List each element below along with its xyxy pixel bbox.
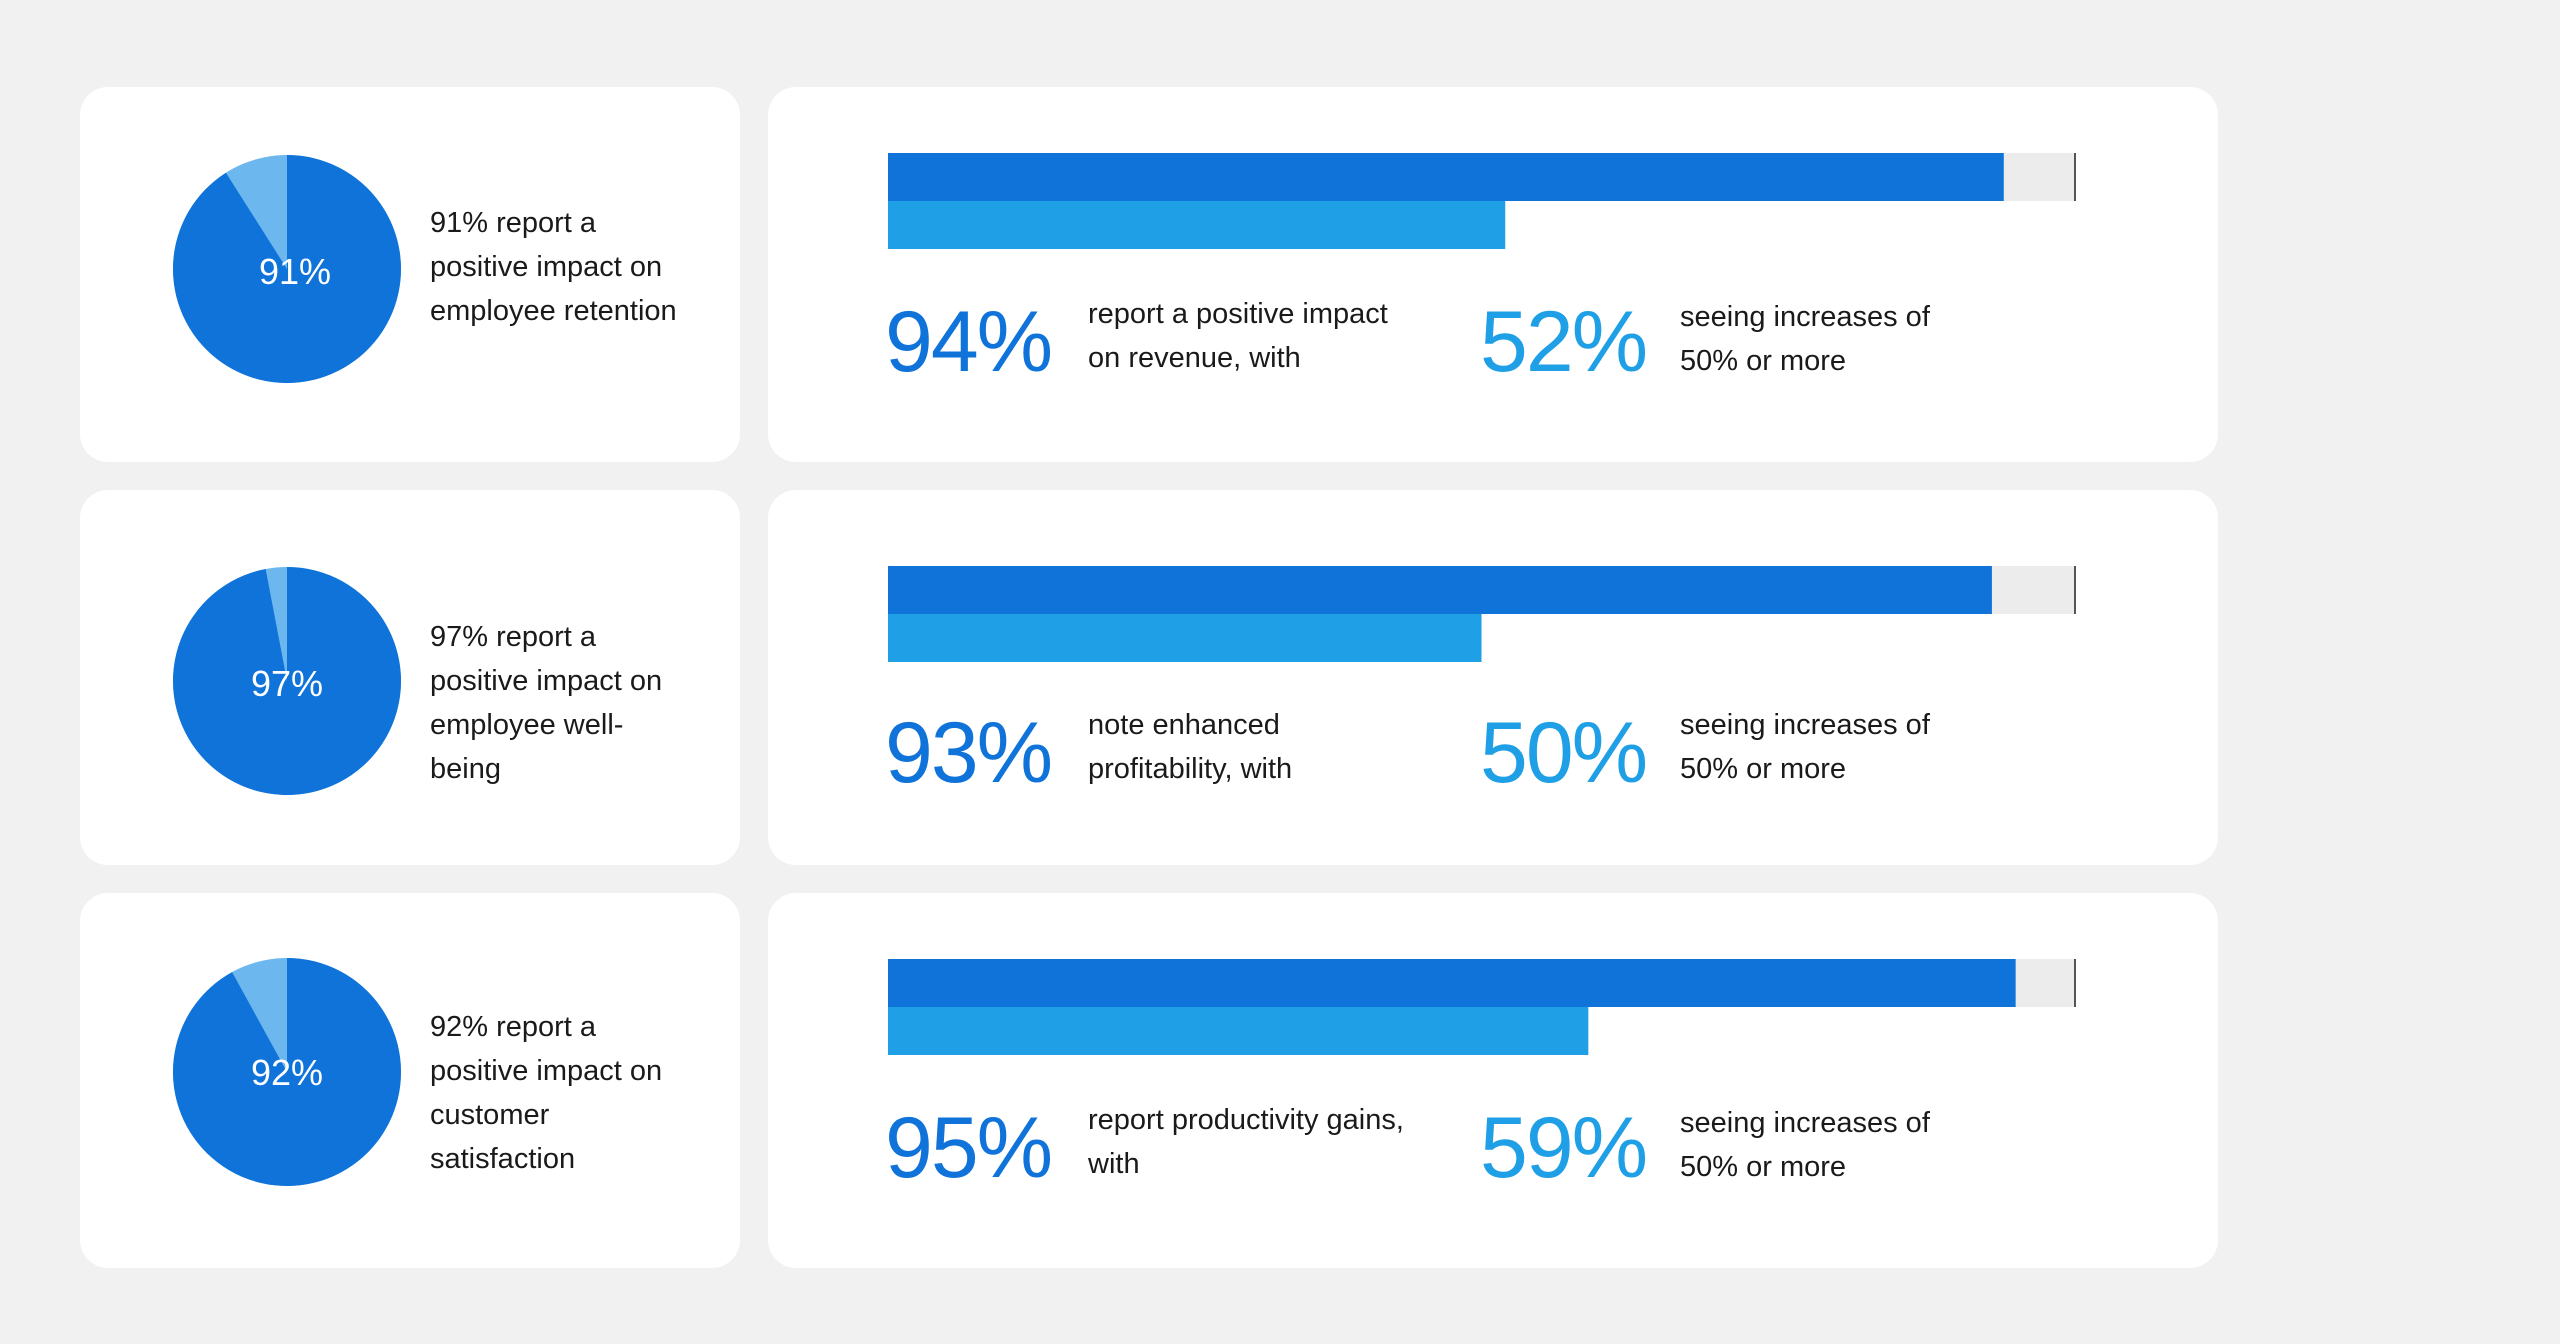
bar-chart-productivity xyxy=(888,959,2076,1055)
pie-value-label: 92% xyxy=(251,1052,323,1093)
bar-chart-revenue xyxy=(888,153,2076,249)
pie-chart-employee-retention: 91% xyxy=(172,155,401,383)
bar-primary-value xyxy=(888,959,2016,1007)
primary-description: note enhanced profitability, with xyxy=(1088,709,1293,785)
bar-card-revenue: 94% report a positive impact on revenue,… xyxy=(768,87,2218,462)
primary-description: report a positive impact on revenue, wit… xyxy=(1088,298,1388,374)
pie-value-slice xyxy=(173,567,401,795)
primary-description: report productivity gains, with xyxy=(1088,1104,1404,1180)
bar-secondary-value xyxy=(888,614,1482,662)
bar-primary-value xyxy=(888,566,1992,614)
pie-chart-customer-satisfaction: 92% xyxy=(172,958,401,1186)
bar-chart-profitability xyxy=(888,566,2076,662)
pie-card-customer-satisfaction: 92% 92% report a positive impact on cust… xyxy=(80,893,740,1268)
bar-secondary-value xyxy=(888,1007,1589,1055)
pie-description: 91% report a positive impact on employee… xyxy=(430,207,677,327)
primary-percentage: 95% xyxy=(885,1100,1053,1196)
pie-value-label: 91% xyxy=(259,251,331,292)
secondary-description: seeing increases of 50% or more xyxy=(1680,301,1930,377)
secondary-description: seeing increases of 50% or more xyxy=(1680,1107,1930,1183)
pie-value-slice xyxy=(172,958,401,1186)
pie-value-slice xyxy=(172,155,401,383)
bar-card-productivity: 95% report productivity gains, with 59% … xyxy=(768,893,2218,1268)
pie-card-employee-retention: 91% 91% report a positive impact on empl… xyxy=(80,87,740,462)
bar-secondary-value xyxy=(888,201,1506,249)
secondary-percentage: 50% xyxy=(1480,705,1648,801)
pie-card-employee-well-being: 97% 97% report a positive impact on empl… xyxy=(80,490,740,865)
secondary-percentage: 52% xyxy=(1480,294,1648,390)
primary-percentage: 94% xyxy=(885,294,1053,390)
pie-description: 97% report a positive impact on employee… xyxy=(430,621,663,785)
pie-description: 92% report a positive impact on customer… xyxy=(430,1011,663,1175)
secondary-description: seeing increases of 50% or more xyxy=(1680,709,1930,785)
primary-percentage: 93% xyxy=(885,705,1053,801)
bar-primary-value xyxy=(888,153,2004,201)
secondary-percentage: 59% xyxy=(1480,1100,1648,1196)
bar-card-profitability: 93% note enhanced profitability, with 50… xyxy=(768,490,2218,865)
pie-chart-employee-well-being: 97% xyxy=(173,567,401,795)
pie-value-label: 97% xyxy=(251,663,323,704)
